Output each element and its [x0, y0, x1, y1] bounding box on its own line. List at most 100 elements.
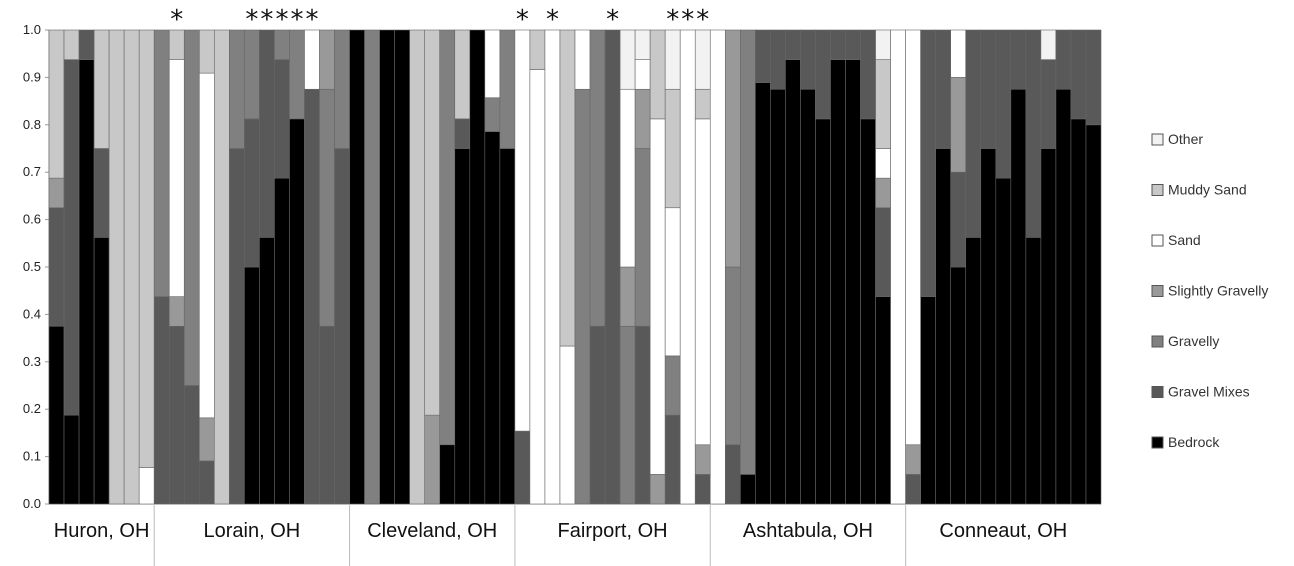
bar-segment-bedrock	[1010, 88, 1027, 505]
bar-segment-bedrock	[1040, 148, 1057, 505]
bar-segment-gravel-mixes	[589, 325, 606, 505]
significance-star: *	[696, 5, 709, 35]
y-tick-label: 0.1	[23, 449, 41, 464]
bar-segment-gravel-mixes	[875, 207, 891, 297]
significance-star: *	[306, 5, 319, 35]
bar-segment-bedrock	[845, 59, 861, 505]
site-label-huron-oh: Huron, OH	[54, 520, 150, 542]
bar-segment-sand	[649, 118, 666, 475]
legend-swatch-slightly-gravelly	[1151, 285, 1164, 297]
y-tick-label: 0.3	[23, 354, 41, 369]
bar-segment-gravelly	[439, 29, 456, 446]
y-tick-label: 0.6	[23, 212, 41, 227]
bar-segment-gravelly	[183, 29, 200, 386]
site-label-fairport-oh: Fairport, OH	[558, 520, 668, 542]
bar-segment-gravel-mixes	[1085, 29, 1102, 126]
bar-segment-bedrock	[244, 266, 260, 505]
bar-segment-gravel-mixes	[334, 148, 350, 505]
bar-segment-gravel-mixes	[965, 29, 982, 238]
bar-segment-gravel-mixes	[815, 29, 831, 120]
bar-segment-bedrock	[920, 296, 936, 505]
bar-segment-bedrock	[800, 88, 816, 505]
bar-segment-bedrock	[78, 59, 95, 505]
bar-segment-sand	[544, 29, 561, 505]
bar-segment-muddy-sand	[123, 29, 140, 505]
bar-segment-gravel-mixes	[800, 29, 816, 90]
bar-segment-bedrock	[785, 59, 801, 505]
bar-segment-sand	[619, 88, 636, 268]
legend-swatch-gravel-mixes	[1151, 386, 1164, 398]
bar-segment-gravelly	[229, 29, 245, 149]
bar-segment-other	[1040, 29, 1057, 60]
bar-segment-sand	[574, 29, 591, 90]
site-label-conneaut-oh: Conneaut, OH	[939, 520, 1067, 542]
bar-segment-gravelly	[574, 88, 591, 505]
legend-swatch-gravelly	[1151, 335, 1164, 348]
bar-segment-bedrock	[379, 29, 395, 505]
bar-segment-slightly-gravelly	[905, 444, 921, 475]
bar-segment-slightly-gravelly	[168, 296, 185, 327]
bar-segment-sand	[890, 29, 906, 505]
bar-segment-muddy-sand	[875, 59, 891, 149]
y-tick-label: 0.8	[23, 117, 41, 132]
bar-segment-bedrock	[93, 237, 110, 505]
bar-segment-gravel-mixes	[63, 59, 80, 416]
bar-segment-other	[619, 29, 636, 90]
bar-segment-gravelly	[484, 97, 501, 132]
y-tick-label: 0.5	[23, 259, 41, 274]
bar-segment-sand	[679, 29, 696, 505]
legend-label-gravel-mixes: Gravel Mixes	[1168, 384, 1250, 400]
site-label-cleveland-oh: Cleveland, OH	[367, 520, 497, 542]
bar-segment-bedrock	[394, 29, 410, 505]
bar-segment-gravel-mixes	[274, 59, 290, 179]
bar-segment-gravel-mixes	[604, 29, 621, 505]
bar-segment-gravelly	[634, 148, 651, 327]
bar-segment-bedrock	[259, 237, 275, 505]
bar-segment-muddy-sand	[529, 29, 546, 70]
legend-swatch-other	[1151, 133, 1164, 146]
bar-segment-bedrock	[755, 82, 771, 505]
bar-segment-bedrock	[289, 118, 305, 505]
bar-segment-bedrock	[1055, 88, 1072, 505]
bar-segment-gravel-mixes	[1025, 29, 1042, 238]
y-tick-label: 0.4	[23, 306, 41, 321]
bar-segment-muddy-sand	[108, 29, 125, 505]
bar-segment-gravelly	[724, 266, 741, 446]
bar-segment-gravelly	[740, 29, 756, 475]
bar-segment-sand	[198, 72, 215, 419]
bar-segment-gravel-mixes	[1010, 29, 1027, 90]
bar-segment-muddy-sand	[454, 29, 471, 120]
bar-segment-slightly-gravelly	[319, 29, 335, 90]
bar-segment-sand	[950, 29, 967, 78]
legend-swatch-sand	[1151, 234, 1164, 247]
bar-segment-muddy-sand	[694, 88, 711, 120]
bar-segment-gravel-mixes	[920, 29, 936, 297]
bar-segment-slightly-gravelly	[198, 417, 215, 462]
bar-segment-slightly-gravelly	[649, 474, 666, 505]
significance-star: *	[681, 5, 694, 35]
bar-segment-bedrock	[1025, 237, 1042, 505]
legend-label-muddy-sand: Muddy Sand	[1168, 182, 1247, 198]
bar-segment-gravelly	[334, 29, 350, 149]
bar-segment-slightly-gravelly	[875, 177, 891, 209]
bar-segment-gravel-mixes	[1070, 29, 1087, 120]
bar-segment-gravel-mixes	[860, 29, 876, 120]
bar-segment-muddy-sand	[93, 29, 110, 149]
bar-segment-bedrock	[965, 237, 982, 505]
bar-segment-gravel-mixes	[694, 474, 711, 505]
bar-segment-gravel-mixes	[770, 29, 786, 90]
bar-segment-muddy-sand	[559, 29, 576, 347]
bar-segment-sand	[138, 467, 155, 505]
bar-segment-muddy-sand	[138, 29, 155, 468]
bar-segment-bedrock	[770, 88, 786, 505]
bar-segment-sand	[905, 29, 921, 446]
bar-segment-slightly-gravelly	[694, 444, 711, 475]
bar-segment-bedrock	[48, 325, 65, 505]
bar-segment-muddy-sand	[424, 29, 441, 416]
bar-segment-gravelly	[664, 355, 681, 416]
bar-segment-gravel-mixes	[755, 29, 771, 83]
x-axis-site-labels: Huron, OH Lorain, OH Cleveland, OH Fairport…	[54, 504, 1067, 566]
bar-segment-slightly-gravelly	[424, 414, 441, 505]
bar-segment-slightly-gravelly	[619, 266, 636, 327]
bar-segment-gravelly	[153, 29, 170, 297]
